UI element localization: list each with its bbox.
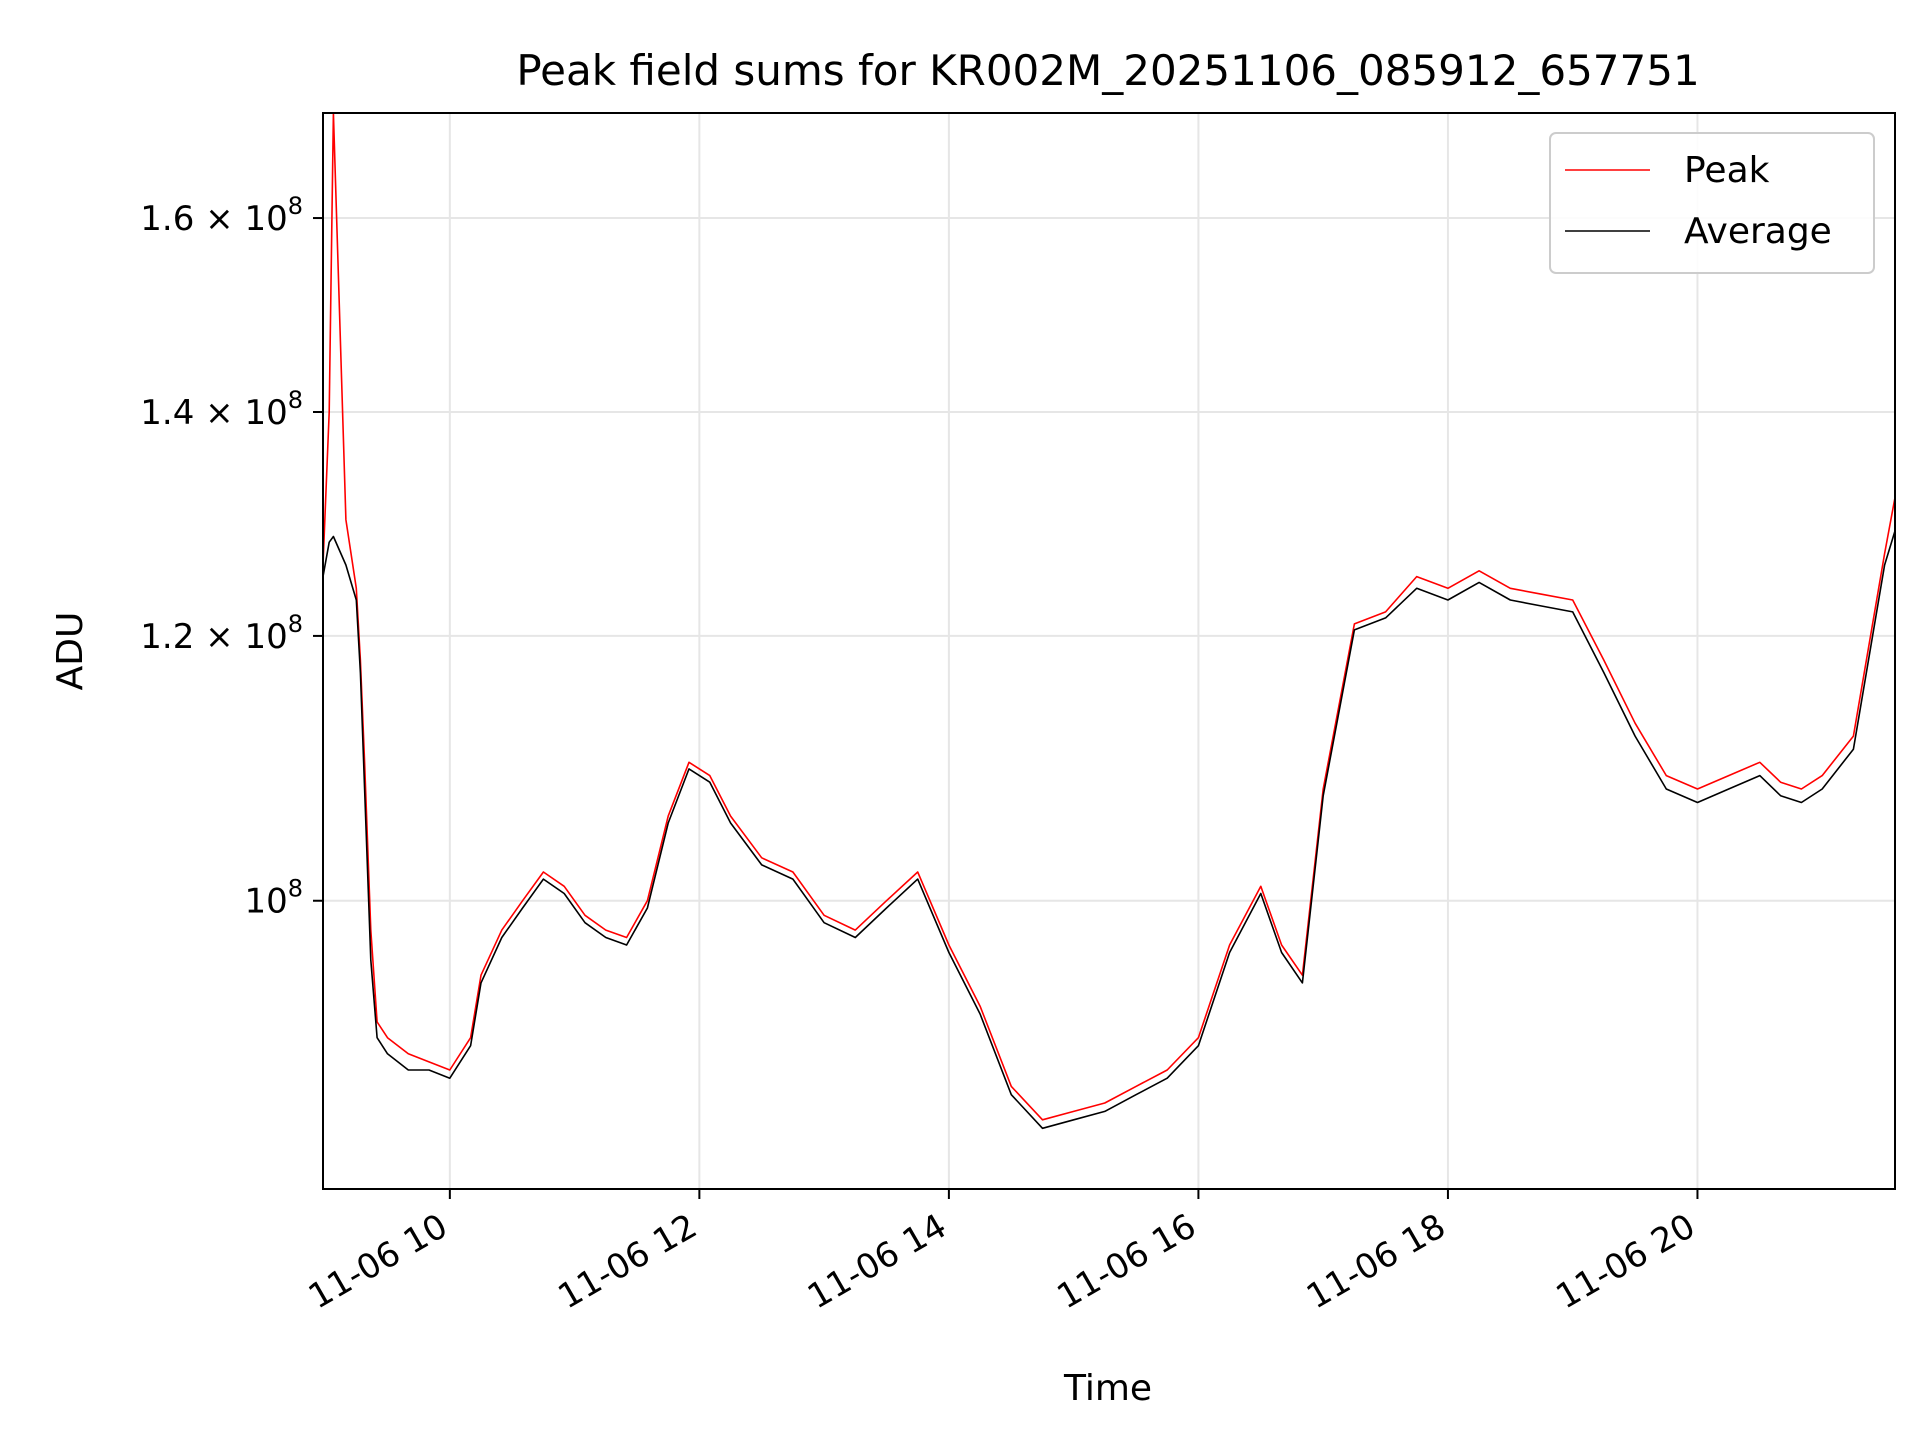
y-tick-mantissa: 1.4 × — [140, 393, 244, 433]
y-tick-base: 10 — [244, 882, 287, 922]
series-line-average — [323, 530, 1895, 1130]
legend-peak-label: Peak — [1684, 150, 1770, 191]
y-tick-mantissa: 1.2 × — [140, 617, 244, 657]
y-tick-mantissa: 1.6 × — [140, 199, 244, 239]
y-tick-exponent: 8 — [288, 386, 303, 414]
x-axis-label: Time — [1063, 1368, 1152, 1409]
chart-title: Peak field sums for KR002M_20251106_0859… — [516, 46, 1699, 95]
legend: Peak Average — [1549, 132, 1875, 274]
y-tick-label: 1.4 × 108 — [140, 386, 303, 433]
y-tick-label: 1.6 × 108 — [140, 192, 303, 239]
y-tick-label: 108 — [244, 875, 303, 922]
legend-average-label: Average — [1684, 211, 1832, 252]
y-tick-exponent: 8 — [288, 610, 303, 638]
y-tick-label: 1.2 × 108 — [140, 610, 303, 657]
y-tick-base: 10 — [244, 617, 287, 657]
legend-box — [1549, 132, 1875, 274]
y-tick-base: 10 — [244, 199, 287, 239]
y-tick-exponent: 8 — [288, 192, 303, 220]
plot-frame — [322, 112, 1896, 1190]
y-axis-label: ADU — [50, 612, 91, 691]
series-line-peak — [323, 113, 1895, 1121]
series-layer — [323, 113, 1895, 1130]
y-tick-base: 10 — [244, 393, 287, 433]
y-tick-exponent: 8 — [288, 875, 303, 903]
